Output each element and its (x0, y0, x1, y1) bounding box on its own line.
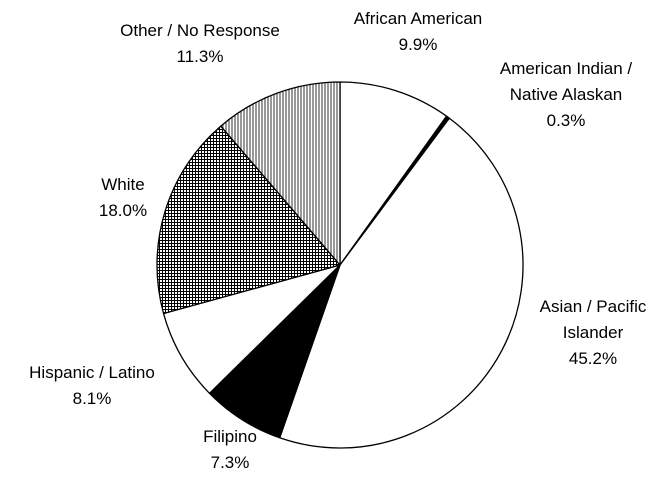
slice-category-text: Islander (562, 323, 624, 342)
pie-slice-0 (339, 81, 448, 266)
slice-label-6: Other / No Response 11.3% (120, 18, 280, 70)
slice-category-text: Filipino (203, 427, 257, 446)
slice-value-text: 7.3% (210, 453, 250, 472)
slice-category-text: Other / No Response (120, 21, 280, 40)
pie-slice-5 (156, 125, 341, 315)
slice-value-text: 11.3% (176, 47, 224, 66)
slice-value-text: 0.3% (546, 111, 586, 130)
slice-category-text: Asian / Pacific (539, 297, 647, 316)
slice-label-4: Hispanic / Latino 8.1% (29, 360, 155, 412)
pie-slice-4 (162, 264, 341, 394)
slice-category-text: American Indian / (499, 59, 633, 78)
slice-label-2: Asian / Pacific Islander 45.2% (540, 294, 647, 372)
pie-slice-2 (279, 117, 524, 449)
slice-value-text: 18.0% (98, 201, 148, 220)
pie-slice-6 (220, 81, 341, 266)
slice-value-text: 9.9% (398, 35, 438, 54)
slice-value-text: 8.1% (72, 389, 112, 408)
slice-category-text: African American (353, 9, 483, 28)
slice-label-3: Filipino 7.3% (203, 424, 257, 476)
slice-label-5: White 18.0% (99, 172, 147, 224)
slice-category-text: Native Alaskan (509, 85, 623, 104)
slice-category-text: Hispanic / Latino (29, 363, 155, 382)
slice-value-text: 45.2% (568, 349, 618, 368)
slice-category-text: White (101, 175, 145, 194)
slice-label-1: American Indian / Native Alaskan 0.3% (500, 56, 632, 134)
slice-label-0: African American 9.9% (354, 6, 483, 58)
